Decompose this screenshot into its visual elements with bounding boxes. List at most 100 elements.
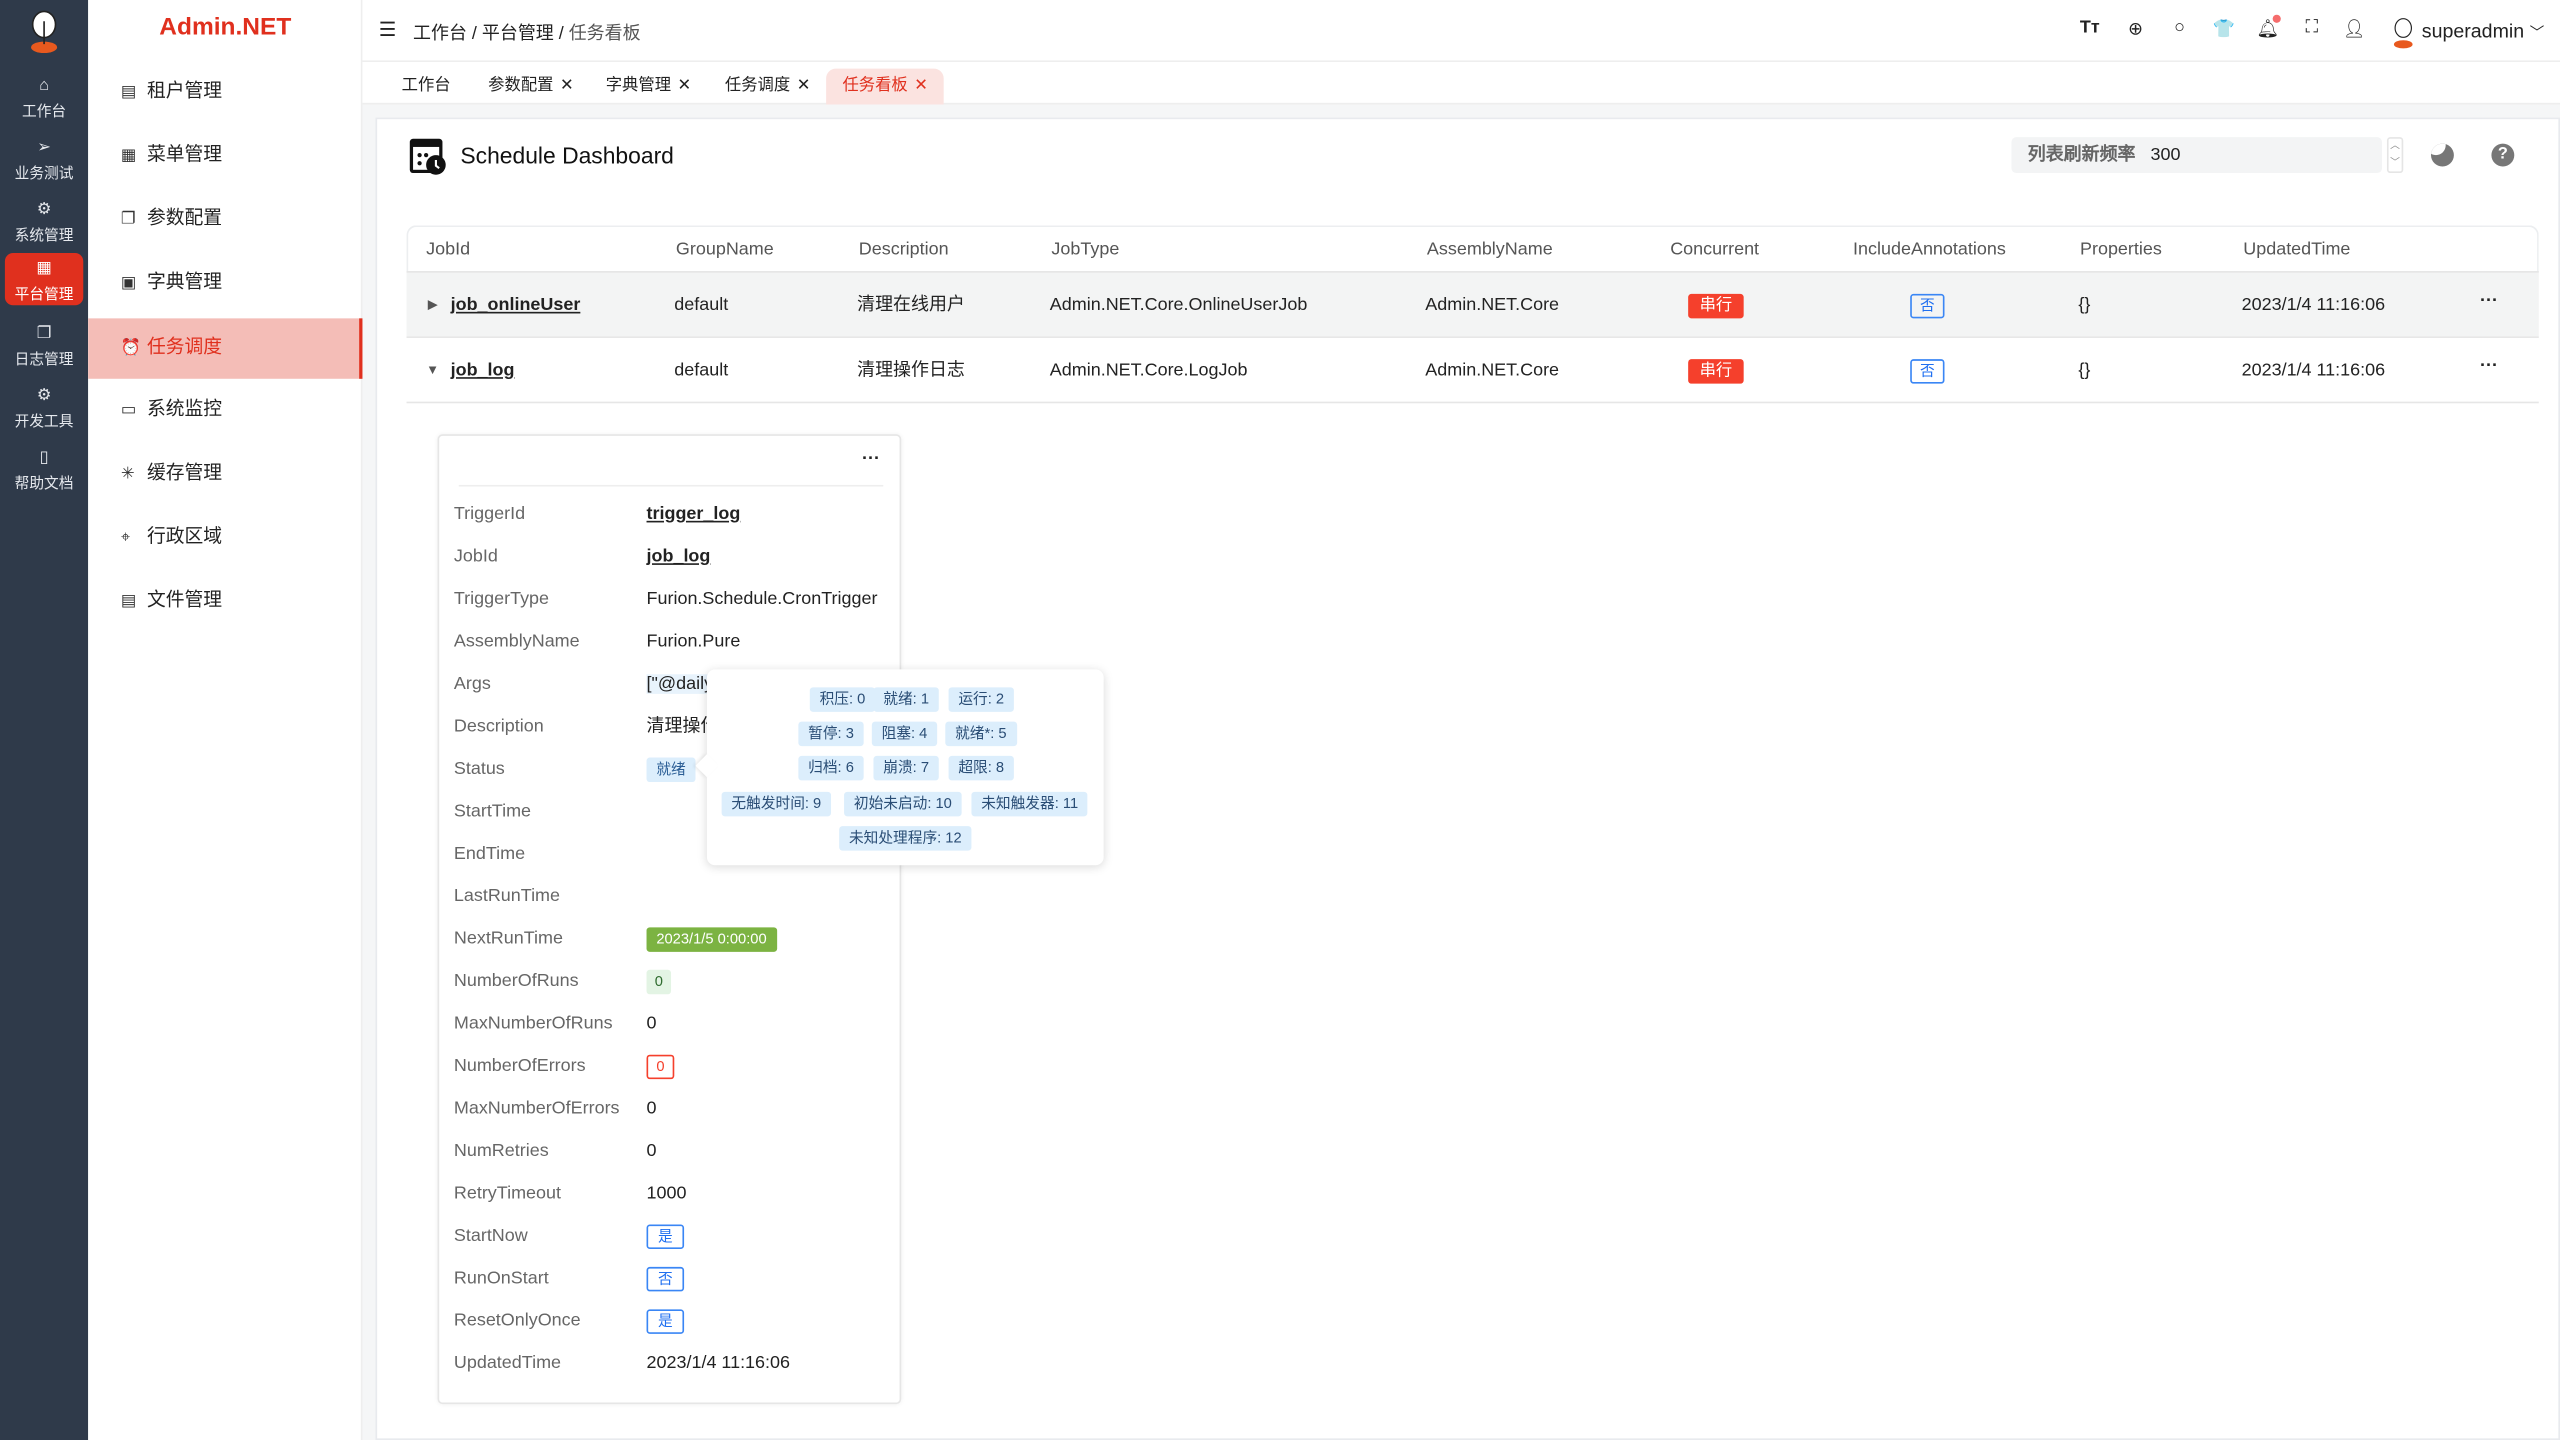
trigger-field-row: NumberOfErrors 0 [454,1050,895,1083]
trigger-field-row: Description 清理操作 [454,710,895,743]
gear-icon: ⚙ [36,200,52,219]
sidebar-item-files[interactable]: ▤ 文件管理 [88,571,362,631]
search-icon[interactable]: ○ [2174,17,2186,38]
field-value: 是 [646,1220,685,1253]
job-id-link[interactable]: job_log [450,360,515,381]
field-label: NumberOfRuns [453,971,579,992]
close-icon[interactable]: ✕ [796,76,811,95]
field-label: Args [453,674,491,694]
more-icon[interactable]: ··· [2479,290,2498,311]
chip-icon: ⚙ [36,386,52,405]
rail-item-workbench[interactable]: ⌂ 工作台 [5,70,83,126]
trigger-field-row: TriggerId trigger_log [454,498,895,531]
trigger-field-row: JobId job_log [454,540,895,573]
language-icon[interactable]: ⊕ [2127,19,2144,40]
close-icon[interactable]: ✕ [677,76,692,95]
logo-avatar [31,10,58,54]
field-value: 2023/1/4 11:16:06 [646,1353,791,1374]
field-value: 就绪 [646,753,696,786]
tab-bar: 工作台 参数配置 ✕ 字典管理 ✕ 任务调度 ✕ 任务看板 ✕ [362,62,2560,105]
grid-icon: ▦ [120,146,137,165]
divider [458,484,884,487]
font-size-icon[interactable]: Tт [2079,17,2100,38]
avatar [2393,17,2413,49]
field-label: UpdatedTime [453,1353,562,1374]
help-icon[interactable]: ? [2491,143,2515,167]
dark-mode-icon[interactable] [2431,143,2454,167]
trigger-field-row: StartTime [454,795,895,828]
more-icon[interactable]: ··· [2479,355,2498,376]
tab-dict[interactable]: 字典管理 ✕ [605,76,692,95]
expand-caret-icon[interactable]: ▶ [427,297,438,312]
sidebar-item-menu[interactable]: ▦ 菜单管理 [88,126,362,186]
breadcrumb-item[interactable]: 工作台 [413,24,467,45]
collapse-menu-icon[interactable]: ☰ [378,17,397,41]
status-chip: 未知触发器: 11 [971,791,1088,817]
trigger-field-row: ResetOnlyOnce 是 [454,1304,895,1337]
sidebar-item-cache[interactable]: ✳ 缓存管理 [88,444,362,504]
sidebar: Admin.NET ▤ 租户管理 ▦ 菜单管理 ❐ 参数配置 ▣ 字典管理 ⏰ 任务调度 … [88,0,363,1440]
field-link[interactable]: job_log [646,546,711,567]
rail-item-dev-tools[interactable]: ⚙ 开发工具 [5,380,83,436]
more-icon[interactable]: ··· [862,448,880,469]
trigger-field-row: UpdatedTime 2023/1/4 11:16:06 [454,1347,895,1380]
rail-item-logs[interactable]: ❐ 日志管理 [5,318,83,374]
user-icon[interactable]: 👤︎ [2342,19,2366,40]
rail-item-help[interactable]: ▯ 帮助文档 [5,442,83,498]
breadcrumb-item[interactable]: 平台管理 [481,24,554,45]
field-value: job_log [647,540,711,573]
sidebar-item-job-schedule[interactable]: ⏰ 任务调度 [88,318,363,379]
tab-workbench[interactable]: 工作台 [401,76,451,95]
theme-shirt-icon[interactable]: 👕 [2212,19,2235,40]
user-menu[interactable]: superadmin ﹀ [2390,13,2544,49]
field-value: 2023/1/5 0:00:00 [646,922,777,955]
fullscreen-icon[interactable]: ⛶ [2305,17,2319,38]
top-bar: ☰ 工作台 / 平台管理 / 任务看板 Tт ⊕ ○ 👕 🔔︎ ⛶ 👤︎ sup… [362,0,2560,63]
trigger-field-row: MaxNumberOfRuns 0 [454,1007,895,1040]
status-chip: 就绪: 1 [873,687,939,712]
field-link[interactable]: trigger_log [646,504,741,525]
trigger-field-row: NumberOfRuns 0 [454,965,895,998]
primary-nav-rail: ⌂ 工作台 ➢ 业务测试 ⚙ 系统管理 ▦ 平台管理 ❐ 日志管理 ⚙ 开发工具 ▯ 帮助文档 [0,0,89,1440]
field-label: AssemblyName [453,631,580,652]
table-row[interactable]: ▼ job_log default 清理操作日志 Admin.NET.Core.… [406,336,2539,401]
trigger-field-row: StartNow 是 [454,1220,895,1253]
field-value: ["@daily [646,674,714,694]
rail-item-system[interactable]: ⚙ 系统管理 [5,194,83,250]
status-chip: 超限: 8 [948,755,1014,781]
field-value: 清理操作 [646,716,719,737]
rail-item-business-test[interactable]: ➢ 业务测试 [5,132,83,188]
close-icon[interactable]: ✕ [914,76,928,95]
sidebar-item-params[interactable]: ❐ 参数配置 [88,189,362,249]
sidebar-item-monitor[interactable]: ▭ 系统监控 [88,380,362,440]
refresh-interval-stepper[interactable]: ︿ ﹀ [2386,137,2404,174]
location-icon: ⌖ [120,528,131,547]
field-value: 否 [646,1262,685,1295]
field-label: JobId [453,546,498,567]
concurrent-tag: 串行 [1688,358,1744,384]
schedule-dashboard-icon [409,138,446,175]
chevron-down-icon[interactable]: ﹀ [2390,158,2400,169]
chevron-up-icon[interactable]: ︿ [2390,142,2400,152]
bell-icon[interactable]: 🔔︎ [2255,14,2281,39]
chevron-down-icon: ﹀ [2529,24,2545,41]
sidebar-item-region[interactable]: ⌖ 行政区域 [88,508,362,568]
status-chip: 阻塞: 4 [871,721,938,747]
concurrent-tag: 串行 [1688,293,1744,318]
close-icon[interactable]: ✕ [559,76,574,95]
next-run-tag: 2023/1/5 0:00:00 [646,927,777,952]
tab-params[interactable]: 参数配置 ✕ [488,76,574,95]
field-value: trigger_log [647,498,741,531]
tab-job-dashboard[interactable]: 任务看板 ✕ [826,68,945,105]
sidebar-item-tenant[interactable]: ▤ 租户管理 [88,62,362,122]
field-value: 0 [646,965,672,998]
tab-job-schedule[interactable]: 任务调度 ✕ [724,76,811,95]
rail-item-platform[interactable]: ▦ 平台管理 [4,253,84,306]
refresh-interval-input[interactable]: 列表刷新频率 300 [2011,137,2383,174]
job-id-link[interactable]: job_onlineUser [450,295,581,316]
page-title: Schedule Dashboard [460,142,674,169]
sidebar-item-dict[interactable]: ▣ 字典管理 [88,253,362,313]
collapse-caret-icon[interactable]: ▼ [426,362,440,378]
status-tag: 就绪 [646,757,696,783]
table-row[interactable]: ▶ job_onlineUser default 清理在线用户 Admin.NE… [406,271,2539,337]
